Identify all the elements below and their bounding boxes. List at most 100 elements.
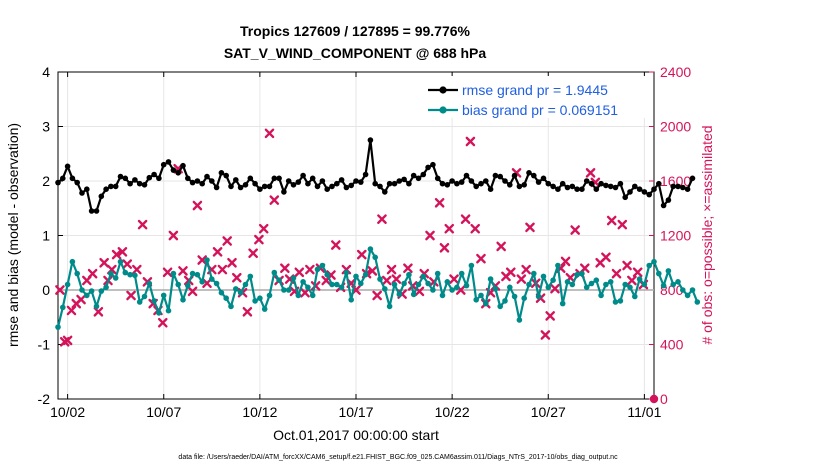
bias-point bbox=[487, 276, 494, 282]
bias-point bbox=[209, 276, 215, 282]
rmse-point bbox=[189, 179, 196, 186]
obs-assimilated-marker bbox=[162, 267, 173, 278]
bias-point bbox=[684, 292, 691, 299]
obs-assimilated-marker bbox=[269, 195, 280, 205]
rmse-point bbox=[151, 171, 157, 178]
obs-assimilated-marker bbox=[122, 259, 133, 269]
rmse-point bbox=[209, 178, 215, 184]
bias-point bbox=[64, 281, 71, 288]
bias-point bbox=[271, 269, 278, 276]
rmse-point bbox=[396, 178, 403, 184]
obs-assimilated-marker bbox=[242, 307, 253, 317]
rmse-point bbox=[343, 184, 350, 191]
obs-assimilated-marker bbox=[111, 249, 122, 260]
bias-point bbox=[103, 284, 109, 291]
obs-assimilated-marker bbox=[232, 272, 242, 283]
bias-point bbox=[425, 280, 431, 287]
rmse-point bbox=[612, 184, 619, 191]
bias-point bbox=[632, 293, 638, 300]
bias-point bbox=[84, 292, 90, 299]
y-tick-label: -1 bbox=[38, 337, 51, 353]
bias-point bbox=[675, 279, 681, 285]
obs-assimilated-marker bbox=[66, 305, 77, 316]
rmse-point bbox=[670, 183, 676, 190]
rmse-point bbox=[559, 180, 566, 187]
legend-rmse-marker bbox=[439, 86, 447, 94]
bias-point bbox=[689, 287, 696, 293]
bias-point bbox=[583, 284, 590, 291]
bias-point bbox=[603, 281, 609, 288]
rmse-point bbox=[593, 186, 600, 192]
rmse-point bbox=[160, 161, 167, 168]
rmse-point bbox=[497, 173, 504, 180]
rmse-point bbox=[180, 162, 186, 169]
rmse-point bbox=[266, 183, 273, 190]
rmse-point bbox=[550, 183, 556, 190]
bias-point bbox=[641, 281, 648, 288]
rmse-point bbox=[598, 180, 604, 187]
bias-point bbox=[319, 262, 326, 269]
bias-point bbox=[569, 281, 576, 288]
rmse-point bbox=[458, 179, 465, 185]
rmse-point bbox=[252, 180, 258, 187]
bias-point bbox=[680, 287, 686, 293]
rmse-point bbox=[271, 175, 278, 182]
bias-point bbox=[458, 270, 465, 277]
bias-point bbox=[540, 273, 547, 280]
y-right-tick-label: 2400 bbox=[660, 64, 691, 80]
rmse-point bbox=[170, 167, 177, 173]
bias-point bbox=[223, 295, 229, 302]
rmse-point bbox=[247, 175, 254, 182]
rmse-point bbox=[276, 175, 282, 182]
bias-point bbox=[362, 271, 369, 278]
bias-point bbox=[194, 271, 201, 278]
rmse-point bbox=[535, 179, 542, 185]
rmse-point bbox=[675, 183, 681, 190]
obs-assimilated-marker bbox=[579, 263, 590, 273]
grid bbox=[58, 71, 654, 400]
y-tick-label: 0 bbox=[42, 282, 50, 298]
bias-point bbox=[348, 297, 355, 303]
rmse-point bbox=[588, 180, 595, 187]
bias-point bbox=[526, 281, 532, 288]
obs-assimilated-marker bbox=[99, 257, 109, 268]
rmse-point bbox=[478, 180, 484, 187]
obs-assimilated-marker bbox=[560, 256, 571, 267]
bias-point bbox=[651, 258, 657, 265]
bias-point bbox=[382, 286, 388, 292]
rmse-point bbox=[511, 172, 518, 179]
bias-point bbox=[324, 271, 331, 278]
bias-point bbox=[502, 298, 508, 304]
rmse-point bbox=[213, 184, 220, 191]
bias-point bbox=[396, 291, 403, 298]
rmse-point bbox=[564, 184, 571, 191]
obs-assimilated-marker bbox=[117, 247, 128, 257]
rmse-point bbox=[444, 182, 451, 188]
rmse-point bbox=[362, 171, 369, 178]
rmse-point bbox=[358, 179, 364, 185]
rmse-point bbox=[583, 178, 590, 184]
bias-point bbox=[300, 279, 306, 285]
obs-assimilated-marker bbox=[381, 275, 392, 286]
bias-point bbox=[141, 293, 148, 300]
obs-assimilated-marker bbox=[632, 267, 643, 278]
bias-point bbox=[454, 284, 460, 291]
bias-point bbox=[160, 292, 167, 299]
rmse-point bbox=[281, 189, 287, 195]
rmse-point bbox=[338, 177, 345, 183]
bias-point bbox=[281, 287, 287, 293]
rmse-point bbox=[502, 178, 508, 184]
obs-assimilated-marker bbox=[197, 255, 207, 265]
legend: rmse grand pr = 1.9445 bias grand pr = 0… bbox=[424, 76, 650, 118]
rmse-point bbox=[521, 182, 527, 188]
bias-point bbox=[257, 295, 263, 302]
rmse-point bbox=[607, 183, 614, 190]
obs-assimilated-marker bbox=[264, 128, 275, 139]
y-right-tick-label: 2000 bbox=[660, 119, 691, 135]
obs-assimilated-marker bbox=[505, 267, 516, 278]
obs-assimilated-marker bbox=[617, 219, 628, 230]
obs-assimilated-marker bbox=[377, 214, 387, 224]
rmse-point bbox=[64, 163, 71, 170]
rmse-point bbox=[540, 175, 547, 182]
y-right-tick-label: 1200 bbox=[660, 228, 691, 244]
